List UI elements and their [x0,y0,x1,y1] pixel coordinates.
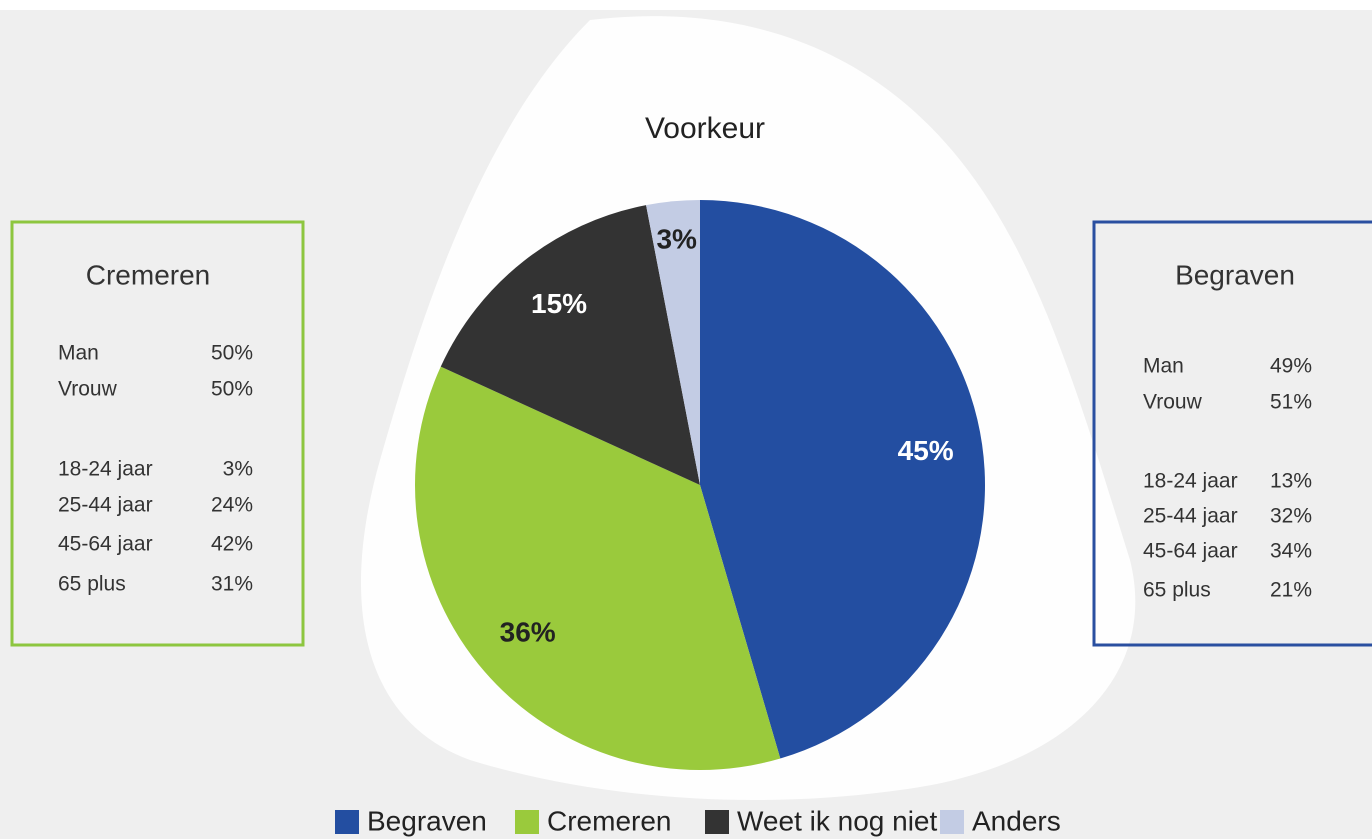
row-value: 3% [223,458,253,481]
row-label: 18-24 jaar [58,458,153,481]
row-value: 13% [1270,470,1312,493]
row-value: 50% [211,342,253,365]
panel-title: Cremeren [86,259,210,290]
legend-label: Anders [972,805,1061,836]
legend-label: Weet ik nog niet [737,805,937,836]
row-label: Man [58,342,99,365]
panel-title: Begraven [1175,259,1295,290]
row-label: 65 plus [1143,579,1211,602]
slice-label: 45% [898,435,954,466]
panel-box [10,220,305,647]
slice-label: 36% [500,617,556,648]
top-strip [0,0,1372,10]
legend-swatch [940,810,964,834]
legend-swatch [705,810,729,834]
row-label: 45-64 jaar [1143,540,1238,563]
row-value: 24% [211,494,253,517]
row-label: Man [1143,355,1184,378]
row-value: 42% [211,533,253,556]
row-value: 32% [1270,505,1312,528]
row-label: 65 plus [58,573,126,596]
chart-title: Voorkeur [645,112,765,145]
pie-slice [440,205,700,485]
row-value: 34% [1270,540,1312,563]
row-label: 45-64 jaar [58,533,153,556]
legend-swatch [515,810,539,834]
pie-slice [415,366,781,770]
row-label: Vrouw [1143,391,1203,414]
row-label: 25-44 jaar [1143,505,1238,528]
pie-slice [700,200,986,759]
pie-slice [646,200,700,485]
row-label: Vrouw [58,378,118,401]
row-label: 25-44 jaar [58,494,153,517]
legend-label: Begraven [367,805,487,836]
row-value: 50% [211,378,253,401]
slice-label: 15% [531,288,587,319]
row-value: 21% [1270,579,1312,602]
slice-label: 3% [656,223,697,254]
panel-box [1092,220,1372,647]
row-value: 31% [211,573,253,596]
row-label: 18-24 jaar [1143,470,1238,493]
legend-label: Cremeren [547,805,671,836]
legend-swatch [335,810,359,834]
row-value: 51% [1270,391,1312,414]
row-value: 49% [1270,355,1312,378]
